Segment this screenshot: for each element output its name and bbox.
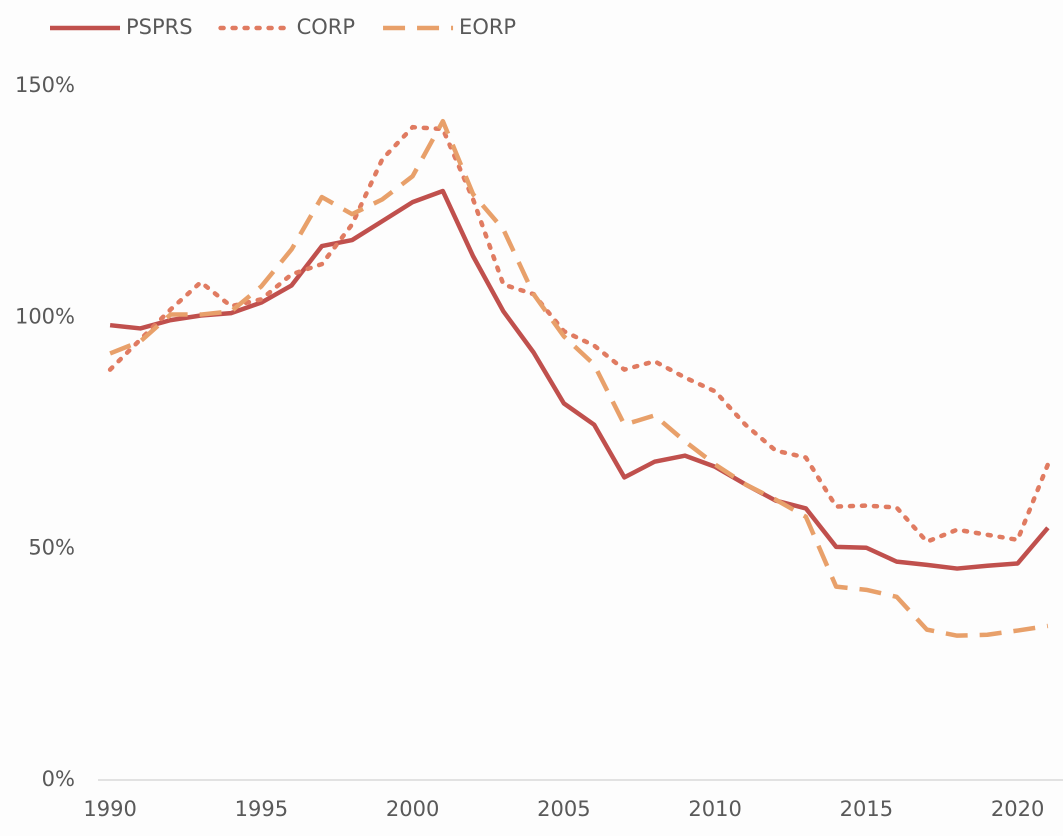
legend-label: PSPRS <box>126 15 193 39</box>
legend-label: CORP <box>297 15 355 39</box>
legend: PSPRS CORP EORP <box>50 15 516 39</box>
y-tick-label: 100% <box>15 304 75 328</box>
y-tick-label: 50% <box>28 536 75 560</box>
series-line <box>109 118 1049 638</box>
y-tick-label: 0% <box>42 767 75 791</box>
x-tick-label: 2020 <box>991 797 1044 821</box>
y-tick-label: 150% <box>15 73 75 97</box>
x-tick-label: 2005 <box>537 797 590 821</box>
x-tick-label: 1995 <box>235 797 288 821</box>
series-line <box>107 124 1051 544</box>
x-tick-label: 1990 <box>83 797 136 821</box>
series-line <box>109 188 1050 571</box>
x-tick-label: 2010 <box>688 797 741 821</box>
x-tick-label: 2015 <box>840 797 893 821</box>
legend-label: EORP <box>459 15 516 39</box>
x-tick-label: 2000 <box>386 797 439 821</box>
